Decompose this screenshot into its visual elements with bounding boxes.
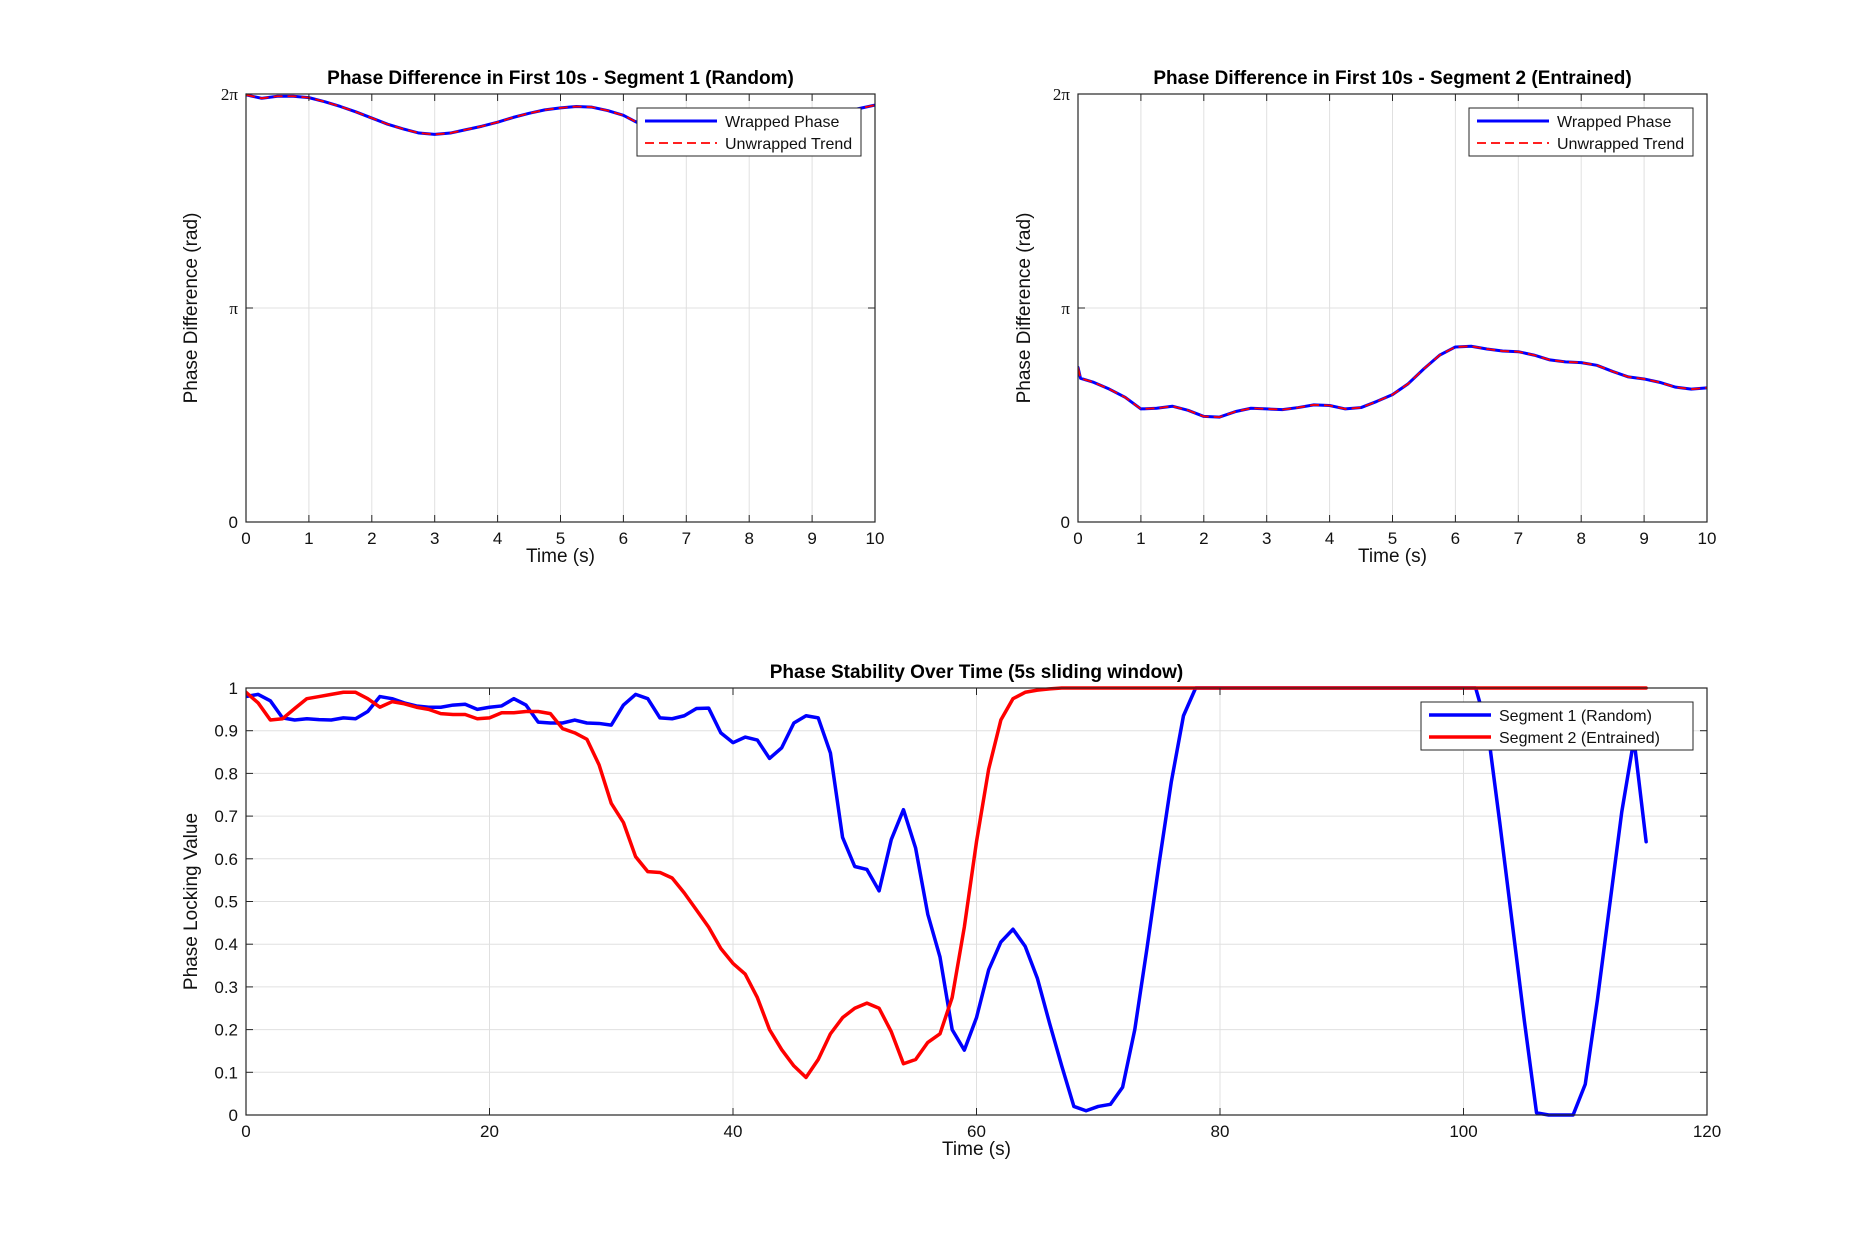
legend-label-2: Segment 2 (Entrained) [1499,730,1660,747]
x-tick-label: 1 [1136,529,1145,548]
x-tick-label: 1 [304,529,313,548]
x-tick-label: 4 [493,529,502,548]
y-tick-label: 0.1 [214,1063,238,1082]
x-tick-label: 6 [619,529,628,548]
x-tick-label: 0 [241,529,250,548]
legend: Wrapped Phase Unwrapped Trend [636,107,862,157]
y-tick-label: π [229,299,238,318]
x-tick-label: 7 [682,529,691,548]
x-tick-label: 0 [241,1122,250,1141]
x-tick-label: 9 [807,529,816,548]
x-axis-label: Time (s) [942,1139,1011,1160]
legend-box [1420,701,1694,751]
x-tick-label: 5 [556,529,565,548]
chart-title: Phase Difference in First 10s - Segment … [327,68,794,89]
legend-label-1: Segment 1 (Random) [1499,708,1652,725]
segment1-phase-panel: 0 1 2 3 4 5 6 7 8 9 10 0 π 2π Phase Difference in Firs… [181,68,884,567]
x-tick-label: 5 [1388,529,1397,548]
y-tick-label: 2π [221,85,239,104]
y-axis-label: Phase Difference (rad) [1014,213,1035,404]
phase-stability-panel: 0 20 40 60 80 100 120 0 0.1 0.2 0.3 0.4 0.5 0.6 0.7 0.8… [181,662,1721,1160]
y-tick-label: 0.8 [214,764,238,783]
x-tick-label: 120 [1693,1122,1721,1141]
legend-box [636,107,862,157]
x-tick-label: 100 [1449,1122,1477,1141]
legend-label-1: Wrapped Phase [1557,114,1672,131]
y-tick-label: 0.4 [214,935,238,954]
y-axis-label: Phase Locking Value [181,813,202,990]
legend-label-2: Unwrapped Trend [1557,136,1684,153]
y-tick-label: π [1061,299,1070,318]
y-tick-label: 0 [229,1106,238,1125]
y-tick-label: 0.6 [214,850,238,869]
x-tick-label: 60 [967,1122,986,1141]
x-tick-label: 2 [1199,529,1208,548]
x-tick-label: 10 [866,529,885,548]
series-line-2 [246,686,1648,1080]
x-tick-label: 10 [1698,529,1717,548]
legend-label-2: Unwrapped Trend [725,136,852,153]
x-tick-label: 8 [744,529,753,548]
x-tick-label: 0 [1073,529,1082,548]
y-tick-label: 1 [229,679,238,698]
y-tick-label: 0.2 [214,1021,238,1040]
x-tick-label: 80 [1211,1122,1230,1141]
legend: Segment 1 (Random) Segment 2 (Entrained) [1420,701,1694,751]
segment2-phase-panel: 0 1 2 3 4 5 6 7 8 9 10 0 π 2π Phase Difference in Firs… [1014,68,1716,567]
x-axis-label: Time (s) [1358,546,1427,567]
legend-box [1468,107,1694,157]
y-tick-label: 0.9 [214,722,238,741]
x-axis-label: Time (s) [526,546,595,567]
series-line-2 [1078,345,1707,418]
y-tick-label: 0.5 [214,893,238,912]
chart-title: Phase Stability Over Time (5s sliding wi… [770,662,1184,683]
y-tick-label: 0.7 [214,807,238,826]
x-tick-label: 4 [1325,529,1334,548]
x-tick-label: 6 [1451,529,1460,548]
legend-label-1: Wrapped Phase [725,114,840,131]
x-tick-label: 2 [367,529,376,548]
y-tick-label: 0.3 [214,978,238,997]
x-tick-label: 3 [430,529,439,548]
legend: Wrapped Phase Unwrapped Trend [1468,107,1694,157]
x-tick-label: 40 [724,1122,743,1141]
y-tick-label: 0 [1061,513,1070,532]
x-tick-label: 7 [1514,529,1523,548]
y-tick-label: 0 [229,513,238,532]
y-tick-label: 2π [1053,85,1071,104]
x-tick-label: 9 [1639,529,1648,548]
x-tick-label: 20 [480,1122,499,1141]
chart-title: Phase Difference in First 10s - Segment … [1153,68,1631,89]
x-tick-label: 8 [1576,529,1585,548]
x-tick-label: 3 [1262,529,1271,548]
y-axis-label: Phase Difference (rad) [181,213,202,404]
